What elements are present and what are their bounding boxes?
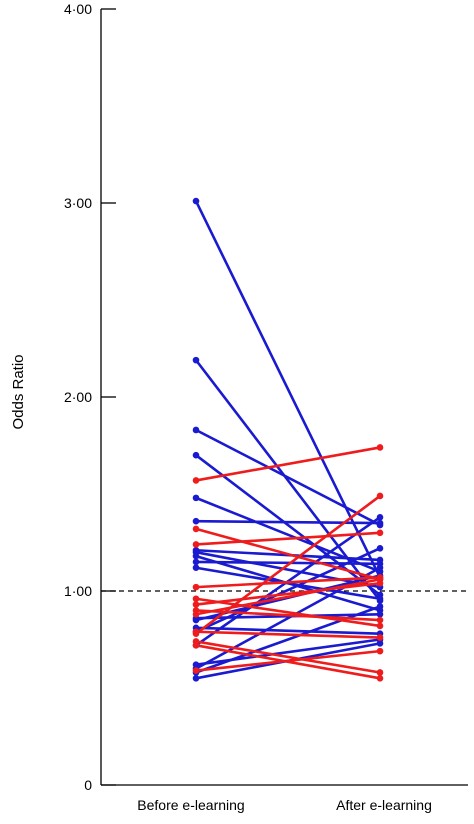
before-point-red bbox=[192, 642, 200, 649]
before-point-red bbox=[192, 541, 200, 548]
pair-line-red bbox=[194, 576, 382, 589]
before-point-blue bbox=[192, 552, 200, 560]
before-point-blue bbox=[192, 451, 200, 459]
pair-line-red bbox=[194, 578, 382, 616]
y-tick-label: 3·00 bbox=[64, 195, 92, 211]
before-point-red bbox=[192, 583, 200, 591]
pair-line-red bbox=[194, 630, 382, 639]
before-point-red bbox=[192, 477, 200, 484]
pair-line-red bbox=[194, 649, 382, 672]
pair-line-red bbox=[194, 531, 382, 546]
before-point-red bbox=[192, 595, 200, 603]
before-point-blue bbox=[192, 426, 200, 434]
after-point-blue bbox=[376, 519, 384, 527]
x-tick-label-before: Before e-learning bbox=[137, 797, 244, 813]
pair-line-blue bbox=[194, 199, 382, 579]
pair-line-red bbox=[194, 494, 382, 635]
after-point-blue bbox=[376, 640, 384, 647]
x-tick-label-after: After e-learning bbox=[336, 797, 432, 813]
y-tick-label: 4·00 bbox=[64, 1, 92, 17]
pair-line-blue bbox=[194, 428, 382, 527]
after-point-blue bbox=[376, 513, 384, 521]
after-point-blue bbox=[376, 595, 384, 603]
before-point-blue bbox=[192, 616, 200, 624]
pair-line-blue bbox=[194, 519, 382, 525]
before-point-red bbox=[192, 630, 200, 637]
y-tick-label: 2·00 bbox=[64, 389, 92, 405]
series-lines bbox=[194, 199, 382, 680]
before-point-blue bbox=[192, 517, 200, 525]
before-point-red bbox=[192, 525, 200, 533]
before-point-red bbox=[192, 601, 200, 608]
after-point-blue bbox=[376, 603, 384, 610]
pair-line-blue bbox=[194, 550, 382, 589]
after-point-red bbox=[376, 634, 384, 641]
after-point-red bbox=[376, 616, 384, 624]
axes: 0 1·00 2·00 3·00 4·00 bbox=[64, 1, 468, 793]
after-point-red bbox=[376, 576, 384, 583]
series-points bbox=[192, 197, 384, 682]
after-point-blue bbox=[376, 610, 384, 618]
y-tick-label: 1·00 bbox=[64, 583, 92, 599]
pair-line-red bbox=[194, 597, 382, 628]
pair-line-red bbox=[194, 527, 382, 581]
pair-line-blue bbox=[194, 626, 382, 635]
before-point-blue bbox=[192, 197, 200, 205]
y-tick-label: 0 bbox=[84, 777, 92, 793]
y-axis-title: Odds Ratio bbox=[10, 354, 27, 429]
pair-line-red bbox=[194, 640, 382, 674]
after-point-blue bbox=[376, 545, 384, 552]
before-point-red bbox=[192, 610, 200, 618]
pair-line-blue bbox=[194, 547, 382, 634]
after-point-red bbox=[376, 647, 384, 655]
before-point-blue bbox=[192, 675, 200, 682]
after-point-red bbox=[376, 675, 384, 682]
after-point-red bbox=[376, 492, 384, 500]
before-point-red bbox=[192, 667, 200, 674]
before-point-blue bbox=[192, 356, 200, 364]
after-point-red bbox=[376, 669, 384, 676]
before-point-blue bbox=[192, 494, 200, 502]
axis-labels: Odds Ratio Before e-learning After e-lea… bbox=[10, 354, 432, 813]
pair-line-red bbox=[194, 446, 382, 482]
after-point-red bbox=[376, 529, 384, 537]
before-point-blue bbox=[192, 558, 200, 566]
pair-line-red bbox=[194, 581, 382, 606]
after-point-red bbox=[376, 622, 384, 630]
before-point-blue bbox=[192, 564, 200, 572]
after-point-blue bbox=[376, 564, 384, 572]
after-point-red bbox=[376, 444, 384, 451]
